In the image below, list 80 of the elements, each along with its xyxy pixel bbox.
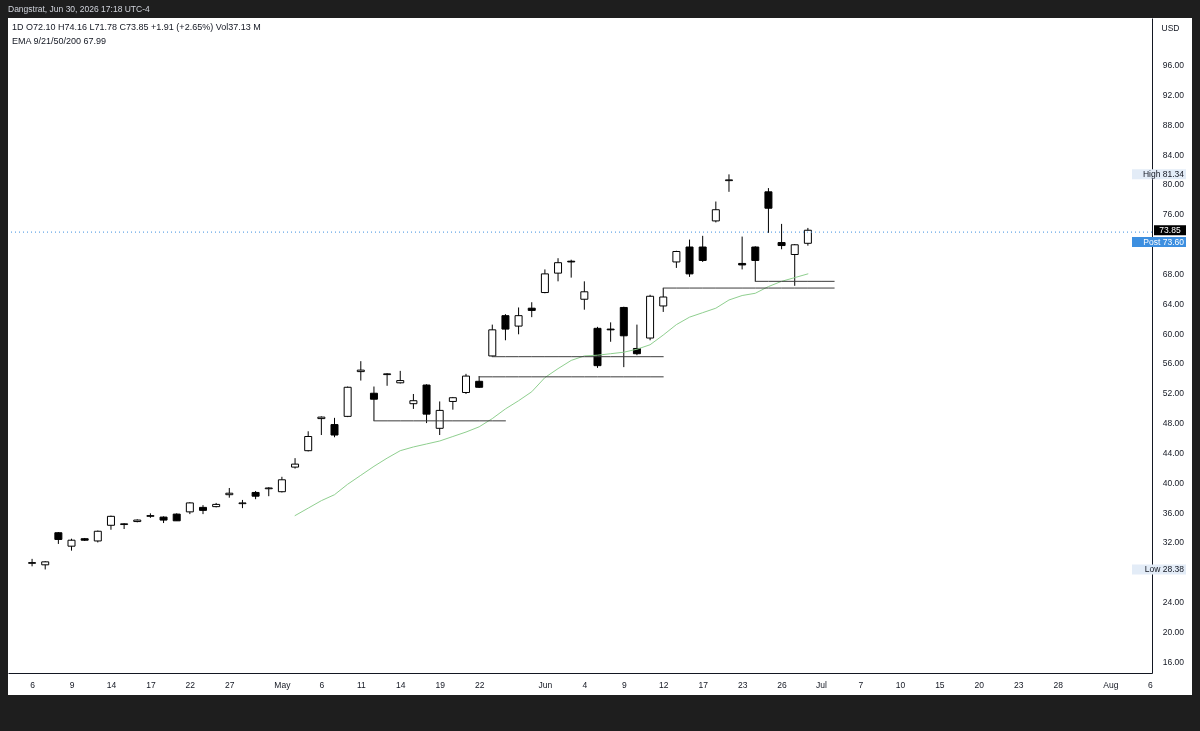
candlestick — [764, 187, 773, 234]
x-tick-label: 6 — [1147, 679, 1153, 690]
x-tick-label: 6 — [319, 679, 325, 690]
y-tick-label: 16.00 — [1162, 656, 1185, 667]
x-tick-label: 20 — [974, 679, 985, 690]
candlestick — [330, 417, 339, 438]
x-tick-label: Jul — [816, 679, 828, 690]
x-tick-label: 4 — [582, 679, 588, 690]
y-tick-label: 52.00 — [1162, 388, 1185, 399]
ref-line-label: Post 73.60 — [1143, 237, 1185, 248]
candlestick — [554, 257, 563, 282]
candlestick — [120, 522, 129, 530]
candlestick — [28, 558, 37, 567]
candlestick — [291, 457, 300, 470]
x-tick-label: 23 — [1014, 679, 1024, 690]
candlestick — [777, 223, 786, 250]
line-series — [294, 273, 809, 517]
y-tick-label: 92.00 — [1162, 89, 1185, 100]
x-tick-label: 27 — [225, 679, 235, 690]
y-tick-label: High 81.34 — [1142, 169, 1185, 180]
y-tick-label: 88.00 — [1162, 119, 1185, 130]
candlestick — [698, 235, 707, 263]
x-tick-label: Jun — [538, 679, 553, 690]
y-tick-label: 24.00 — [1162, 597, 1185, 608]
candlestick — [738, 236, 747, 270]
x-tick-label: 9 — [621, 679, 627, 690]
candlestick — [199, 504, 208, 515]
candlestick — [659, 287, 668, 313]
x-tick-label: 7 — [858, 679, 864, 690]
x-tick-label: 15 — [935, 679, 945, 690]
candlestick — [501, 313, 510, 341]
y-tick-label: 60.00 — [1162, 328, 1185, 339]
x-tick-label: 11 — [356, 679, 366, 690]
x-tick-label: 10 — [895, 679, 906, 690]
text: Dangstrat, Jun 30, 2026 17:18 UTC-4 — [8, 4, 151, 14]
candlestick — [435, 400, 444, 436]
candlestick — [514, 306, 523, 335]
x-tick-label: 17 — [146, 679, 156, 690]
x-tick-label: 6 — [30, 679, 36, 690]
y-tick-label: 56.00 — [1162, 358, 1185, 369]
x-tick-label: 12 — [659, 679, 669, 690]
x-tick-label: Aug — [1103, 679, 1119, 690]
y-tick-label: 64.00 — [1162, 298, 1185, 309]
x-tick-label: 23 — [737, 679, 748, 690]
y-tick-label: 32.00 — [1162, 537, 1185, 548]
text: EMA 9/21/50/200 67.99 — [12, 36, 107, 46]
x-tick-label: 9 — [69, 679, 75, 690]
candlestick — [383, 372, 392, 387]
candlestick — [461, 373, 470, 395]
y-tick-label: 20.00 — [1162, 626, 1185, 637]
y-tick-label: 48.00 — [1162, 418, 1185, 429]
x-tick-label: May — [274, 679, 292, 690]
x-tick-label: 26 — [777, 679, 788, 690]
candlestick — [356, 360, 365, 382]
y-tick-label: 36.00 — [1162, 507, 1185, 518]
y-tick-label: 40.00 — [1162, 477, 1185, 488]
x-tick-label: 14 — [396, 679, 406, 690]
candlestick — [580, 280, 589, 311]
candlestick — [790, 243, 799, 287]
candlestick — [606, 321, 615, 343]
y-tick-label: Low 28.38 — [1144, 564, 1185, 575]
y-tick-label: 84.00 — [1162, 149, 1185, 160]
y-tick-label: 80.00 — [1162, 179, 1185, 190]
y-tick-label: 96.00 — [1162, 60, 1185, 70]
y-axis-title: USD — [1161, 22, 1180, 33]
candlestick — [751, 245, 760, 282]
candlestick — [724, 173, 733, 193]
x-tick-label: 19 — [435, 679, 446, 690]
annotation: 73.85 — [1159, 225, 1181, 236]
x-tick-label: 22 — [185, 679, 196, 690]
chart-title: 1D O72.10 H74.16 L71.78 C73.85 +1.91 (+2.65%) Vol37.13 M — [12, 22, 261, 32]
y-tick-label: 44.00 — [1162, 447, 1185, 458]
x-tick-label: 14 — [106, 679, 117, 690]
y-tick-label: 76.00 — [1162, 209, 1185, 220]
x-tick-label: 28 — [1053, 679, 1064, 690]
y-tick-label: 68.00 — [1162, 268, 1185, 279]
x-tick-label: 22 — [474, 679, 485, 690]
candlestick — [369, 386, 378, 422]
candlestick — [317, 415, 326, 436]
x-tick-label: 17 — [698, 679, 709, 690]
